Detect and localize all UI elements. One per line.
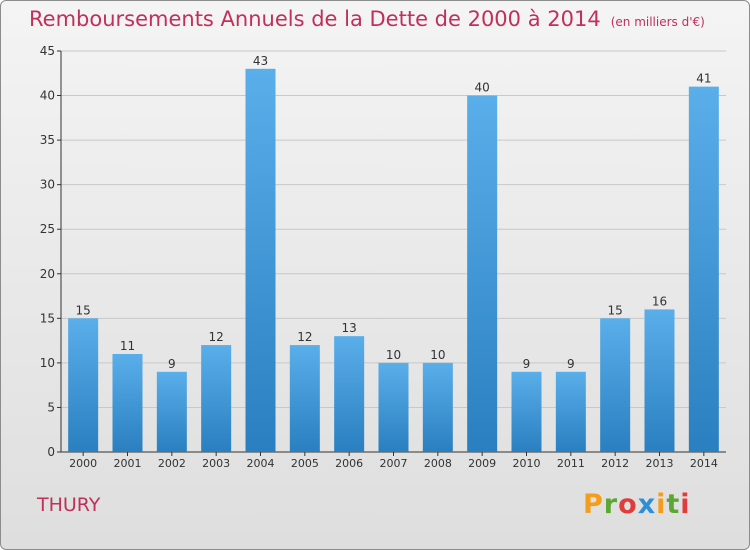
bar-value-label: 10 [430,348,445,362]
bar-value-label: 12 [297,330,312,344]
bar [112,353,143,452]
bar-chart: 0 5 10 15 20 25 30 35 40 45 15 2000 11 2001 9 2002 12 200… [40,44,726,470]
y-tick-label: 5 [47,400,55,414]
proxiti-logo: Proxiti [583,489,691,520]
logo-letter: x [637,489,657,520]
logo-letter: o [618,489,638,520]
commune-name: THURY [37,494,101,516]
logo-letter: P [583,489,604,520]
bar [467,95,498,453]
bar [245,68,276,453]
bar [511,371,542,452]
bar-value-label: 15 [608,303,623,317]
y-tick-label: 20 [40,267,55,281]
bar-value-label: 12 [209,330,224,344]
x-tick-label: 2000 [69,457,97,470]
chart-title-text: Remboursements Annuels de la Dette de 20… [29,7,601,31]
bar [422,362,453,452]
x-tick-label: 2005 [291,457,319,470]
y-tick-label: 30 [40,178,55,192]
bar-value-label: 41 [696,72,711,86]
y-tick-label: 15 [40,311,55,325]
bar-value-label: 16 [652,294,667,308]
chart-title: Remboursements Annuels de la Dette de 20… [29,7,705,31]
logo-letter: i [656,489,667,520]
y-tick-label: 25 [40,222,55,236]
y-tick-label: 45 [40,44,55,58]
bar [600,318,631,452]
logo-letter: i [680,489,691,520]
bar [68,318,99,452]
bar-value-label: 40 [475,81,490,95]
bar [156,371,187,452]
x-tick-label: 2012 [601,457,629,470]
y-tick-label: 10 [40,356,55,370]
bar [334,336,365,452]
x-tick-label: 2006 [335,457,363,470]
y-tick-label: 0 [47,445,55,459]
bar-value-label: 9 [168,357,176,371]
x-tick-label: 2001 [114,457,142,470]
x-tick-label: 2003 [202,457,230,470]
bar [688,86,719,453]
bar-value-label: 43 [253,54,268,68]
bar [378,362,409,452]
logo-letter: r [603,489,619,520]
chart-subtitle: (en milliers d'€) [610,15,705,29]
bar-value-label: 13 [342,321,357,335]
bar-value-label: 9 [523,357,531,371]
x-tick-label: 2004 [247,457,275,470]
x-tick-label: 2009 [468,457,496,470]
bar [201,345,232,452]
bar [289,345,320,452]
logo-letter: t [666,489,681,520]
bar-value-label: 10 [386,348,401,362]
x-tick-label: 2014 [690,457,718,470]
x-tick-label: 2007 [380,457,408,470]
y-tick-label: 35 [40,133,55,147]
bar-value-label: 9 [567,357,575,371]
x-tick-label: 2002 [158,457,186,470]
x-tick-label: 2010 [513,457,541,470]
bar-value-label: 11 [120,339,135,353]
x-tick-label: 2011 [557,457,585,470]
x-tick-label: 2013 [646,457,674,470]
y-tick-label: 40 [40,89,55,103]
bar [555,371,586,452]
bar-value-label: 15 [76,303,91,317]
x-tick-label: 2008 [424,457,452,470]
bar [644,309,675,452]
